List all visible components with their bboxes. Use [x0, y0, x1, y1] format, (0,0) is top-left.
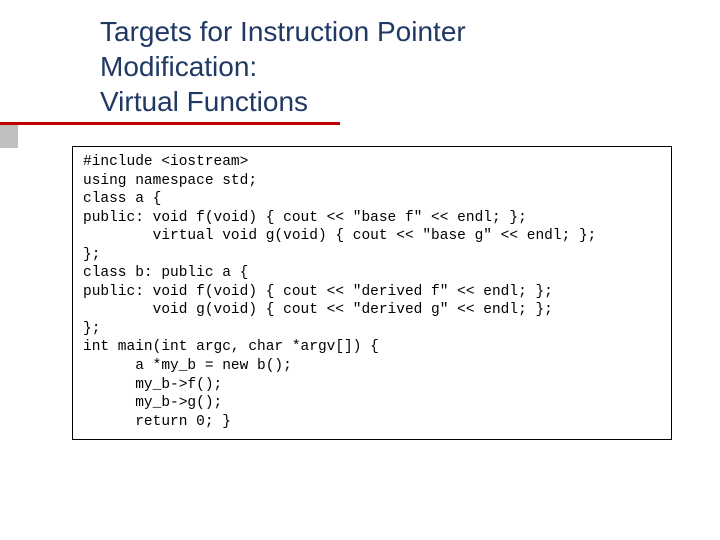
code-block: #include <iostream> using namespace std;… — [72, 146, 672, 440]
slide-title: Targets for Instruction Pointer Modifica… — [100, 14, 660, 119]
side-accent-block — [0, 122, 18, 148]
code-line: my_b->f(); — [83, 376, 661, 395]
code-line: my_b->g(); — [83, 394, 661, 413]
code-line: virtual void g(void) { cout << "base g" … — [83, 227, 661, 246]
code-line: public: void f(void) { cout << "base f" … — [83, 209, 661, 228]
code-line: #include <iostream> — [83, 153, 661, 172]
code-line: return 0; } — [83, 413, 661, 432]
code-line: class a { — [83, 190, 661, 209]
code-line: class b: public a { — [83, 264, 661, 283]
code-line: public: void f(void) { cout << "derived … — [83, 283, 661, 302]
title-line-1: Targets for Instruction Pointer — [100, 14, 660, 49]
code-line: void g(void) { cout << "derived g" << en… — [83, 301, 661, 320]
code-line: using namespace std; — [83, 172, 661, 191]
code-line: a *my_b = new b(); — [83, 357, 661, 376]
title-line-2: Modification: — [100, 49, 660, 84]
code-line: }; — [83, 246, 661, 265]
code-line: }; — [83, 320, 661, 339]
title-line-3: Virtual Functions — [100, 84, 660, 119]
title-underline — [0, 122, 340, 125]
code-line: int main(int argc, char *argv[]) { — [83, 338, 661, 357]
